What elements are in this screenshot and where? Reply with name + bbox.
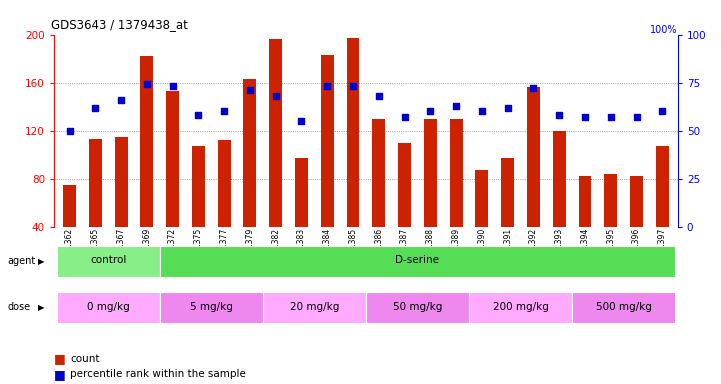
Bar bbox=[89, 139, 102, 227]
Point bbox=[657, 108, 668, 114]
Bar bbox=[347, 38, 360, 227]
Text: control: control bbox=[90, 255, 126, 265]
Point bbox=[425, 108, 436, 114]
Bar bbox=[450, 119, 463, 227]
Bar bbox=[424, 119, 437, 227]
Point bbox=[244, 87, 256, 93]
Point bbox=[322, 83, 333, 89]
Text: 0 mg/kg: 0 mg/kg bbox=[87, 301, 130, 311]
Bar bbox=[553, 131, 566, 227]
Bar bbox=[57, 292, 160, 323]
Point bbox=[605, 114, 616, 120]
Text: ▶: ▶ bbox=[38, 303, 45, 312]
Bar bbox=[166, 91, 179, 227]
Text: count: count bbox=[70, 354, 99, 364]
Text: 5 mg/kg: 5 mg/kg bbox=[190, 301, 233, 311]
Point bbox=[115, 97, 127, 103]
Point bbox=[579, 114, 590, 120]
Text: ■: ■ bbox=[54, 353, 66, 366]
Bar bbox=[263, 292, 366, 323]
Point bbox=[167, 83, 178, 89]
Bar bbox=[321, 55, 334, 227]
Point bbox=[554, 112, 565, 118]
Point bbox=[502, 104, 513, 111]
Bar bbox=[160, 292, 263, 323]
Bar bbox=[501, 158, 514, 227]
Text: GDS3643 / 1379438_at: GDS3643 / 1379438_at bbox=[51, 18, 188, 31]
Bar bbox=[192, 146, 205, 227]
Bar bbox=[57, 246, 160, 276]
Bar bbox=[141, 56, 154, 227]
Bar bbox=[366, 292, 469, 323]
Text: ■: ■ bbox=[54, 368, 66, 381]
Bar bbox=[398, 142, 411, 227]
Bar bbox=[604, 174, 617, 227]
Bar bbox=[572, 292, 675, 323]
Text: percentile rank within the sample: percentile rank within the sample bbox=[70, 369, 246, 379]
Point bbox=[451, 103, 462, 109]
Bar bbox=[160, 246, 675, 276]
Bar bbox=[527, 88, 540, 227]
Bar bbox=[372, 119, 385, 227]
Bar bbox=[295, 158, 308, 227]
Text: 50 mg/kg: 50 mg/kg bbox=[393, 301, 442, 311]
Point bbox=[63, 127, 75, 134]
Bar bbox=[578, 176, 591, 227]
Point bbox=[373, 93, 384, 99]
Text: dose: dose bbox=[7, 302, 30, 312]
Point bbox=[348, 83, 359, 89]
Bar bbox=[218, 140, 231, 227]
Text: 200 mg/kg: 200 mg/kg bbox=[492, 301, 549, 311]
Bar bbox=[115, 137, 128, 227]
Bar bbox=[469, 292, 572, 323]
Point bbox=[193, 112, 204, 118]
Text: 100%: 100% bbox=[650, 25, 678, 35]
Point bbox=[528, 85, 539, 91]
Text: ▶: ▶ bbox=[38, 257, 45, 266]
Point bbox=[399, 114, 410, 120]
Bar bbox=[630, 176, 643, 227]
Point bbox=[270, 93, 281, 99]
Text: agent: agent bbox=[7, 256, 35, 266]
Point bbox=[631, 114, 642, 120]
Point bbox=[218, 108, 230, 114]
Bar bbox=[475, 170, 488, 227]
Bar bbox=[63, 185, 76, 227]
Bar bbox=[269, 40, 282, 227]
Point bbox=[476, 108, 487, 114]
Bar bbox=[244, 79, 257, 227]
Bar bbox=[656, 146, 668, 227]
Text: D-serine: D-serine bbox=[395, 255, 440, 265]
Point bbox=[89, 104, 101, 111]
Point bbox=[296, 118, 307, 124]
Text: 500 mg/kg: 500 mg/kg bbox=[596, 301, 652, 311]
Point bbox=[141, 81, 153, 88]
Text: 20 mg/kg: 20 mg/kg bbox=[290, 301, 339, 311]
